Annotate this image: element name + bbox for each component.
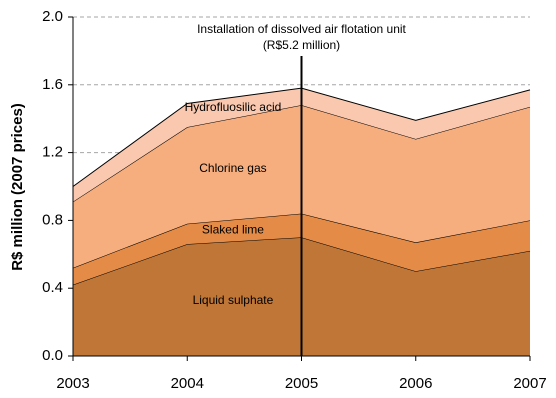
- series-label: Hydrofluosilic acid: [185, 100, 282, 114]
- series-label: Chlorine gas: [199, 161, 266, 175]
- annotation-text: (R$5.2 million): [263, 38, 340, 52]
- x-tick-label: 2005: [285, 375, 318, 392]
- x-tick-label: 2003: [56, 375, 89, 392]
- y-tick-label: 0.8: [42, 211, 63, 228]
- area: [73, 213, 530, 285]
- series-label: Liquid sulphate: [193, 293, 274, 307]
- x-tick-label: 2006: [399, 375, 432, 392]
- x-tick-label: 2007: [513, 375, 546, 392]
- y-tick-label: 1.2: [42, 144, 63, 161]
- y-tick-label: 2.0: [42, 8, 63, 25]
- x-tick-label: 2004: [171, 375, 204, 392]
- annotation-text: Installation of dissolved air flotation …: [197, 22, 406, 36]
- series-label: Slaked lime: [202, 223, 264, 237]
- y-tick-label: 0.4: [42, 279, 63, 296]
- area: [73, 88, 530, 202]
- y-axis-label: R$ million (2007 prices): [9, 103, 26, 271]
- y-tick-label: 1.6: [42, 76, 63, 93]
- y-tick-label: 0.0: [42, 347, 63, 364]
